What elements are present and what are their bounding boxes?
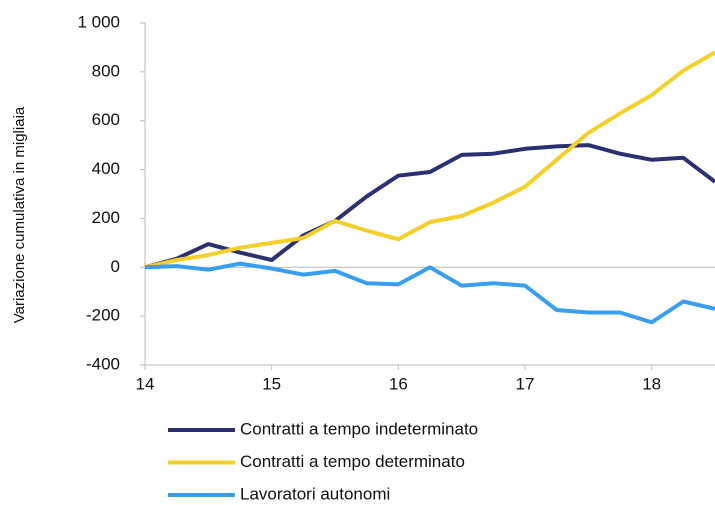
x-tick-label: 17: [516, 374, 535, 393]
x-tick-label: 15: [262, 374, 281, 393]
y-tick-label: 400: [92, 159, 120, 178]
y-tick-label: 800: [92, 61, 120, 80]
series-line: [144, 50, 715, 270]
legend-label: Lavoratori autonomi: [240, 484, 390, 503]
y-axis-label: Variazione cumulativa in migliaia: [11, 106, 28, 323]
y-tick-label: -400: [86, 354, 120, 373]
legend-label: Contratti a tempo indeterminato: [240, 419, 478, 438]
y-tick-label: 600: [92, 110, 120, 129]
y-tick-label: 0: [111, 257, 120, 276]
y-tick-label: 200: [92, 208, 120, 227]
x-tick-label: 16: [389, 374, 408, 393]
series-line: [144, 261, 715, 325]
series-line: [144, 143, 715, 270]
y-tick-label: 1 000: [77, 12, 120, 31]
x-tick-label: 18: [642, 374, 661, 393]
legend-label: Contratti a tempo determinato: [240, 452, 465, 471]
y-tick-label: -200: [86, 306, 120, 325]
x-tick-label: 14: [136, 374, 155, 393]
